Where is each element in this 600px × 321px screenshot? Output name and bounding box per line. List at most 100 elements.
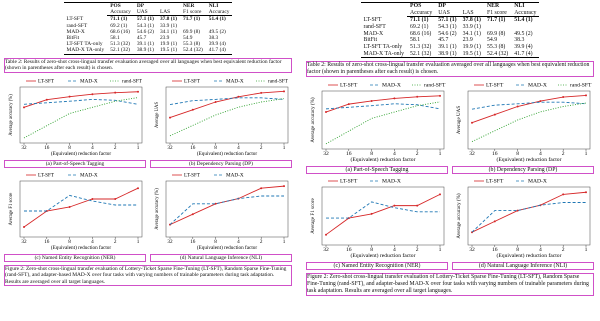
point bbox=[493, 113, 496, 116]
x-axis-label: (Equivalent) reduction factor bbox=[51, 150, 111, 157]
legend-label: MAD-X bbox=[80, 78, 98, 84]
legend-label: MAD-X bbox=[382, 83, 401, 89]
y-axis-label: Average accuracy (%) bbox=[155, 187, 160, 229]
table-row: MAD-X TA-only 52.1 (32) 38.9 (1) 19.5 (1) 52… bbox=[361, 51, 540, 58]
point bbox=[137, 90, 139, 93]
x-tick-label: 4 bbox=[91, 145, 94, 151]
cell: 38.9 (1) bbox=[438, 50, 457, 57]
table-row: MAD-X TA-only 52.1 (32) 38.9 (1) 19.5 (1) 52… bbox=[64, 47, 233, 54]
point bbox=[283, 184, 285, 187]
legend-label: MAD-X bbox=[80, 172, 98, 178]
chart: 32 16 8 4 2 1 (Equivalent) reduction factor Ave… bbox=[155, 78, 289, 157]
chart: 32 16 8 4 2 1 (Equivalent) reduction factor Ave… bbox=[309, 83, 446, 164]
cell: 51.4 (1) bbox=[514, 17, 533, 24]
plot-frame bbox=[19, 86, 143, 143]
x-axis-label: (Equivalent) reduction factor bbox=[197, 244, 257, 251]
column-header: UAS bbox=[133, 9, 157, 17]
legend-label: LT-SFT bbox=[184, 172, 201, 178]
x-axis-label: (Equivalent) reduction factor bbox=[351, 156, 416, 163]
figure-grid: 32 16 8 4 2 1 (Equivalent) reduction factor Ave… bbox=[306, 80, 594, 271]
plot-frame bbox=[165, 86, 289, 143]
x-tick-label: 2 bbox=[260, 145, 263, 151]
cell: 33.9 (1) bbox=[462, 23, 481, 30]
column-header: LAS bbox=[156, 9, 181, 17]
figure-caption: (d) Natural Language Inference (NLI) bbox=[150, 253, 292, 262]
column-header: UAS bbox=[435, 9, 460, 18]
legend-label: LT-SFT bbox=[38, 172, 55, 178]
series-line bbox=[471, 95, 587, 124]
column-header: LAS bbox=[459, 9, 484, 18]
cell: 49.5 (2) bbox=[208, 28, 226, 35]
chart: 32 16 8 4 2 1 (Equivalent) reduction factor Ave… bbox=[455, 179, 591, 259]
x-tick-label: 16 bbox=[44, 239, 50, 245]
cell: 34.1 (1) bbox=[159, 28, 178, 35]
x-tick-label: 1 bbox=[439, 247, 442, 253]
figure-caption: (c) Named Entity Recognition (NER) bbox=[306, 262, 448, 271]
x-tick-label: 2 bbox=[114, 145, 117, 151]
x-tick-label: 4 bbox=[237, 239, 240, 245]
header-row: Accuracy UAS LAS F1 score Accuracy bbox=[361, 9, 540, 18]
x-tick-label: 1 bbox=[439, 151, 442, 157]
series-line bbox=[471, 202, 586, 233]
x-tick-label: 8 bbox=[370, 151, 373, 157]
cell bbox=[361, 10, 408, 17]
x-tick-label: 16 bbox=[492, 151, 498, 157]
cell: 19.9 (1) bbox=[159, 41, 178, 48]
cell: 37.8 (1) bbox=[462, 17, 481, 24]
x-tick-label: 1 bbox=[585, 247, 588, 253]
cell: MAD-X TA-only bbox=[66, 47, 105, 54]
cell: 33.9 (1) bbox=[159, 22, 178, 29]
cell: MAD-X bbox=[66, 28, 85, 35]
table-row: BitFit 58.1 45.7 23.9 54.9 38.3 bbox=[64, 35, 233, 41]
x-tick-label: 8 bbox=[68, 239, 71, 245]
point bbox=[539, 100, 542, 103]
point bbox=[439, 193, 441, 196]
x-tick-label: 4 bbox=[539, 247, 542, 253]
cell: 69.9 (8) bbox=[486, 30, 506, 37]
group-header: DP bbox=[136, 3, 145, 9]
cell: 39.1 (1) bbox=[438, 43, 457, 50]
point bbox=[393, 204, 396, 207]
cell: 41.7 (4) bbox=[208, 47, 226, 54]
cell: 39.9 (4) bbox=[514, 43, 533, 50]
point bbox=[325, 233, 327, 236]
cell: 71.1 (1) bbox=[410, 17, 429, 24]
plot-frame bbox=[467, 186, 591, 246]
x-tick-label: 32 bbox=[469, 247, 475, 253]
x-tick-label: 16 bbox=[346, 247, 352, 253]
series-line bbox=[169, 97, 285, 136]
point bbox=[68, 205, 71, 208]
x-tick-label: 4 bbox=[393, 247, 396, 253]
x-tick-label: 2 bbox=[260, 239, 263, 245]
cell: 54.9 bbox=[183, 35, 193, 42]
cell: 54.3 (1) bbox=[438, 23, 457, 30]
figure-caption: (c) Named Entity Recognition (NER) bbox=[4, 253, 146, 262]
cell: 68.6 (16) bbox=[410, 30, 432, 37]
cell: LT-SFT TA-only bbox=[66, 41, 103, 48]
x-tick-label: 16 bbox=[190, 239, 196, 245]
cell: rand-SFT bbox=[66, 22, 88, 29]
header-row: POS DP NER NLI bbox=[64, 3, 233, 10]
figure-grid: 32 16 8 4 2 1 (Equivalent) reduction factor Ave… bbox=[4, 76, 292, 262]
x-axis-label: (Equivalent) reduction factor bbox=[497, 252, 562, 259]
cell: 39.9 (4) bbox=[208, 41, 226, 48]
cell: 71.7 (1) bbox=[486, 17, 506, 24]
x-axis-label: (Equivalent) reduction factor bbox=[497, 156, 562, 163]
x-tick-label: 2 bbox=[114, 239, 117, 245]
group-header: DP bbox=[438, 3, 446, 9]
table-row: LT-SFT 71.1 (1) 57.1 (1) 37.8 (1) 71.7 (1) 51… bbox=[361, 17, 540, 24]
cell: 57.1 (1) bbox=[136, 16, 154, 23]
plot-frame bbox=[321, 90, 445, 150]
cell: MAD-X bbox=[363, 30, 384, 37]
table-row: LT-SFT TA-only 51.3 (32) 39.1 (1) 19.9 (1) 5… bbox=[361, 44, 540, 51]
cell: 52.4 (32) bbox=[486, 50, 509, 57]
cell: BitFit bbox=[66, 35, 80, 42]
cell: 54.3 (1) bbox=[136, 22, 154, 29]
cell: 57.1 (1) bbox=[438, 17, 457, 24]
point bbox=[416, 204, 419, 207]
cell: LT-SFT bbox=[363, 17, 382, 24]
legend-label: MAD-X bbox=[226, 78, 244, 84]
table-row: rand-SFT 69.2 (1) 54.3 (1) 33.9 (1) bbox=[361, 24, 540, 31]
point bbox=[260, 91, 263, 94]
x-tick-label: 32 bbox=[323, 151, 329, 157]
